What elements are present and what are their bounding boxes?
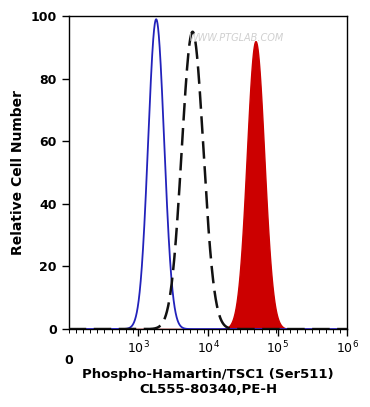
X-axis label: Phospho-Hamartin/TSC1 (Ser511)
CL555-80340,PE-H: Phospho-Hamartin/TSC1 (Ser511) CL555-803… [82, 368, 334, 396]
Text: WWW.PTGLAB.COM: WWW.PTGLAB.COM [188, 33, 283, 43]
Y-axis label: Relative Cell Number: Relative Cell Number [11, 90, 25, 255]
Text: 0: 0 [64, 354, 73, 367]
